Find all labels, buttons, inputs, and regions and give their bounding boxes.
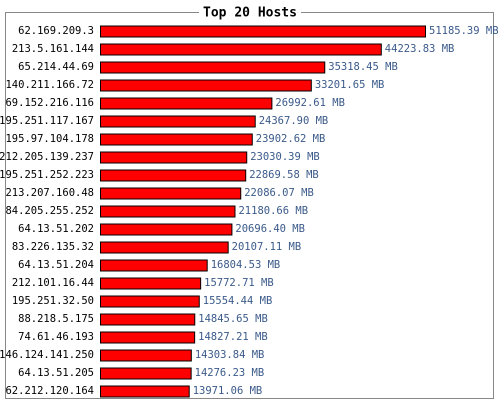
value-label: 15772.71 MB [204, 277, 274, 289]
category-label: 212.205.139.237 [0, 151, 94, 163]
bar [100, 115, 256, 128]
category-label: 69.152.216.116 [5, 97, 94, 109]
category-label: 64.13.51.204 [18, 259, 94, 271]
bar [100, 259, 208, 272]
value-label: 26992.61 MB [275, 97, 345, 109]
bar [100, 223, 233, 236]
title-background [199, 4, 301, 20]
bar [100, 43, 382, 56]
value-label: 22086.07 MB [244, 187, 314, 199]
value-label: 24367.90 MB [259, 115, 329, 127]
bar [100, 277, 202, 290]
bar [100, 97, 273, 110]
bar [100, 367, 192, 380]
category-label: 65.214.44.69 [18, 61, 94, 73]
category-label: 64.13.51.205 [18, 367, 94, 379]
bar [100, 331, 196, 344]
category-label: 213.207.160.48 [5, 187, 94, 199]
bar [100, 25, 426, 38]
category-label: 195.97.104.178 [5, 133, 94, 145]
value-label: 22869.58 MB [249, 169, 319, 181]
category-label: 64.13.51.202 [18, 223, 94, 235]
value-label: 14303.84 MB [195, 349, 265, 361]
category-label: 146.124.141.250 [0, 349, 94, 361]
category-label: 62.169.209.3 [18, 25, 94, 37]
value-label: 13971.06 MB [193, 385, 263, 397]
bar [100, 295, 200, 308]
category-label: 195.251.252.223 [0, 169, 94, 181]
value-label: 14276.23 MB [195, 367, 265, 379]
category-label: 140.211.166.72 [5, 79, 94, 91]
bar [100, 79, 312, 92]
value-label: 35318.45 MB [328, 61, 398, 73]
bar [100, 133, 253, 146]
bar [100, 349, 192, 362]
category-label: 84.205.255.252 [5, 205, 94, 217]
category-label: 195.251.117.167 [0, 115, 94, 127]
category-label: 62.212.120.164 [5, 385, 94, 397]
value-label: 21180.66 MB [238, 205, 308, 217]
category-label: 212.101.16.44 [12, 277, 94, 289]
category-label: 213.5.161.144 [12, 43, 94, 55]
bar [100, 61, 326, 74]
bar [100, 313, 196, 326]
bar [100, 241, 229, 254]
bar [100, 385, 190, 398]
value-label: 33201.65 MB [315, 79, 385, 91]
category-label: 83.226.135.32 [12, 241, 94, 253]
value-label: 20696.40 MB [235, 223, 305, 235]
value-label: 15554.44 MB [203, 295, 273, 307]
bar [100, 205, 236, 218]
bar [100, 187, 242, 200]
bar [100, 169, 247, 182]
value-label: 16804.53 MB [211, 259, 281, 271]
category-label: 74.61.46.193 [18, 331, 94, 343]
value-label: 20107.11 MB [232, 241, 302, 253]
category-label: 195.251.32.50 [12, 295, 94, 307]
chart-title: Top 20 Hosts [203, 6, 297, 21]
value-label: 14845.65 MB [198, 313, 268, 325]
value-label: 23030.39 MB [250, 151, 320, 163]
category-label: 88.218.5.175 [18, 313, 94, 325]
value-label: 23902.62 MB [256, 133, 326, 145]
bar [100, 151, 248, 164]
value-label: 44223.83 MB [385, 43, 455, 55]
value-label: 51185.39 MB [429, 25, 499, 37]
value-label: 14827.21 MB [198, 331, 268, 343]
